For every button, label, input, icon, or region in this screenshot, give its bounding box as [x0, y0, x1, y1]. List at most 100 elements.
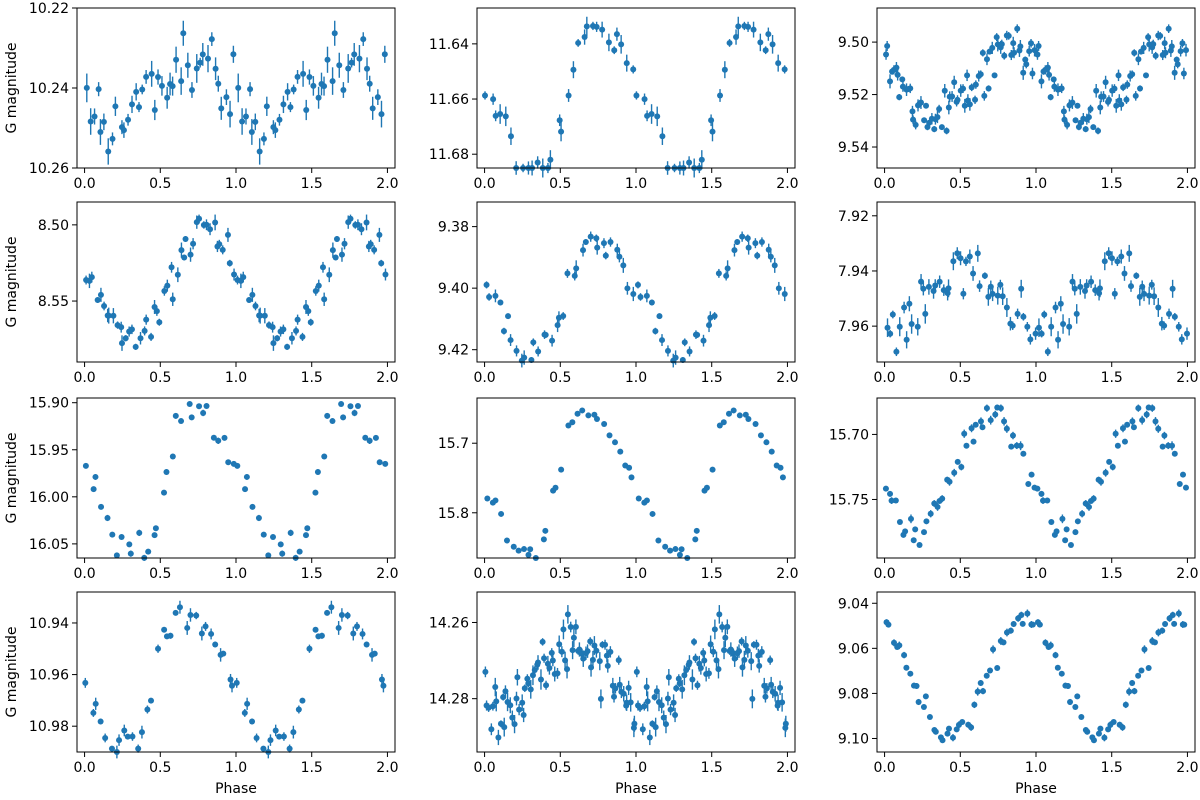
data-point — [575, 39, 582, 46]
data-point — [634, 281, 641, 288]
data-point — [664, 347, 671, 354]
data-point — [771, 262, 778, 269]
data-point — [515, 547, 522, 554]
axes-frame — [476, 201, 796, 363]
x-tick-label: 0.5 — [549, 760, 571, 776]
data-point — [921, 117, 928, 124]
data-point — [287, 104, 294, 111]
data-point — [212, 65, 219, 72]
data-point — [570, 66, 577, 73]
data-point — [1090, 495, 1097, 502]
x-axis-label: Phase — [615, 781, 657, 797]
data-point — [1149, 405, 1156, 412]
data-point — [1136, 293, 1143, 300]
data-point — [382, 460, 389, 467]
data-point — [923, 102, 930, 109]
data-point — [549, 337, 556, 344]
data-point — [193, 612, 200, 619]
data-point — [324, 56, 331, 63]
data-point — [253, 734, 260, 741]
data-point — [606, 432, 613, 439]
data-point — [372, 434, 379, 441]
data-point — [229, 682, 236, 689]
data-point — [249, 291, 256, 298]
data-point — [318, 632, 325, 639]
data-point — [611, 47, 618, 54]
y-tick-label: 9.50 — [838, 35, 869, 51]
data-point — [187, 251, 194, 258]
data-point — [354, 402, 361, 409]
data-point — [922, 310, 929, 317]
data-point — [366, 437, 373, 444]
data-point — [1047, 94, 1054, 101]
data-point — [927, 510, 934, 517]
data-point — [683, 666, 690, 673]
data-point — [722, 634, 729, 641]
data-point — [976, 283, 983, 290]
data-point — [534, 159, 541, 166]
data-point — [1048, 323, 1055, 330]
data-point — [153, 308, 160, 315]
data-point — [1118, 253, 1125, 260]
data-point — [200, 409, 207, 416]
data-point — [1097, 478, 1104, 485]
data-point — [535, 659, 542, 666]
data-point — [1069, 99, 1076, 106]
data-point — [885, 621, 892, 628]
x-tick-label: 0.0 — [73, 566, 95, 582]
data-point — [290, 86, 297, 93]
data-point — [507, 702, 514, 709]
y-tick-label: 10.96 — [29, 668, 69, 684]
y-tick-label: 9.06 — [838, 641, 869, 657]
data-point — [1010, 620, 1017, 627]
data-point — [1183, 47, 1190, 54]
data-point — [615, 657, 622, 664]
data-point — [1171, 313, 1178, 320]
data-point — [105, 312, 112, 319]
data-point — [91, 113, 98, 120]
x-tick-label: 2.0 — [1176, 760, 1198, 776]
data-point — [916, 542, 923, 549]
data-point — [1129, 679, 1136, 686]
x-axis-label: Phase — [215, 781, 257, 797]
data-point — [326, 271, 333, 278]
data-point — [1096, 285, 1103, 292]
data-point — [348, 59, 355, 66]
data-point — [752, 420, 759, 427]
data-point — [1151, 639, 1158, 646]
data-point — [1044, 497, 1051, 504]
data-point — [692, 536, 699, 543]
data-point — [758, 648, 765, 655]
data-point — [129, 733, 136, 740]
data-point — [653, 688, 660, 695]
data-point — [208, 36, 215, 43]
data-point — [304, 525, 311, 532]
data-point — [1052, 652, 1059, 659]
x-tick-label: 0.0 — [73, 176, 95, 192]
data-point — [519, 699, 526, 706]
data-point — [665, 674, 672, 681]
x-tick-label: 2.0 — [1176, 566, 1198, 582]
data-point — [263, 103, 270, 110]
data-point — [565, 92, 572, 99]
data-point — [736, 412, 743, 419]
data-point — [1020, 69, 1027, 76]
x-tick-label: 1.5 — [701, 176, 723, 192]
data-point — [1047, 642, 1054, 649]
data-point — [243, 473, 250, 480]
data-point — [633, 92, 640, 99]
data-point — [617, 448, 624, 455]
x-tick-label: 0.5 — [149, 176, 171, 192]
data-point — [546, 665, 553, 672]
data-point — [155, 74, 162, 81]
data-point — [274, 335, 281, 342]
data-point — [338, 251, 345, 258]
data-point — [681, 339, 688, 346]
data-point — [100, 118, 107, 125]
data-point — [1027, 336, 1034, 343]
data-point — [763, 685, 770, 692]
data-point — [945, 104, 952, 111]
data-point — [1035, 42, 1042, 49]
data-point — [502, 688, 509, 695]
data-point — [708, 117, 715, 124]
